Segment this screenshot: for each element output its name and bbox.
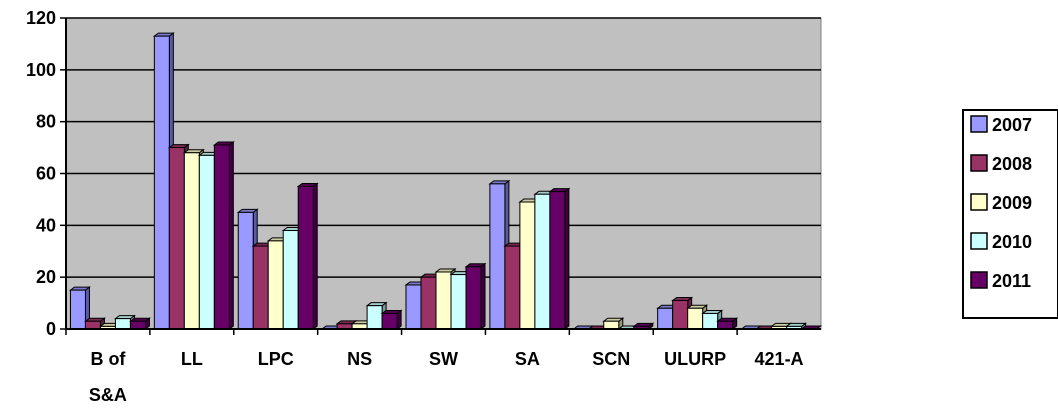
x-category-label: ULURP [664,349,726,369]
legend-label: 2008 [992,154,1032,174]
bar-front [252,245,269,330]
bar [380,309,403,330]
y-tick-label: 80 [36,112,56,132]
bar-front [534,193,551,330]
legend-label: 2010 [992,232,1032,252]
y-tick-label: 20 [36,267,56,287]
bar-front [435,271,452,330]
bar-front [198,154,215,330]
axes [60,17,821,335]
x-category-label: LL [181,349,203,369]
x-category-label: SW [429,349,458,369]
bar-front [672,299,689,330]
x-category-label: NS [347,349,372,369]
bar-front [84,320,101,330]
bar-front [405,284,422,330]
bar-front [267,240,284,330]
bar-front [450,274,467,330]
bar-side [480,262,486,330]
bar-side [312,182,318,330]
bar-front [465,266,482,330]
legend-swatch [970,232,988,250]
x-category-label: 421-A [755,349,804,369]
legend-swatch [970,115,988,133]
legend-swatch [970,271,988,289]
bar-front [69,289,86,330]
y-tick-labels: 0 20 40 60 80 100 120 [26,8,56,339]
legend-label: 2011 [992,271,1031,291]
bar-front [114,318,131,330]
bar-front [549,191,566,330]
bar-front [213,144,230,330]
bar-front [153,35,170,330]
bar-side [228,140,234,330]
x-category-labels: B of S&A LL LPC NS SW SA SCN ULURP 421-A [89,349,804,405]
bar [464,262,487,330]
y-tick-label: 120 [26,8,56,28]
bar-side [564,187,570,330]
bar [212,140,235,330]
legend-label: 2009 [992,193,1032,213]
x-category-label: B of S&A [89,349,127,405]
bar-front [603,320,620,330]
y-tick-label: 100 [26,60,56,80]
bar-front [717,320,734,330]
x-category-label: SA [515,349,540,369]
y-tick-label: 0 [46,319,56,339]
legend-label: 2007 [992,115,1032,135]
legend-swatch [970,193,988,211]
bars [68,32,823,330]
bar-front [702,312,719,330]
bar-front [381,312,398,330]
y-tick-label: 40 [36,215,56,235]
bar-front [282,230,299,330]
x-category-label: SCN [592,349,630,369]
bar-front [489,183,506,330]
legend-swatch [970,154,988,172]
bar [296,182,319,330]
bar [128,317,151,330]
bar-front [657,307,674,330]
bar [548,187,571,330]
y-tick-label: 60 [36,164,56,184]
bar-front [420,276,437,330]
x-category-label: LPC [258,349,294,369]
bar-front [183,152,200,330]
legend: 2007 2008 2009 2010 2011 [962,109,1058,319]
bar [716,317,739,330]
bar-front [168,147,185,330]
bar-front [504,245,521,330]
bar-front [366,305,383,330]
bar-front [129,320,146,330]
bar-front [687,307,704,330]
bar-front [297,185,314,330]
bar-front [519,201,536,330]
bar-front [237,211,254,330]
bar [602,317,625,330]
